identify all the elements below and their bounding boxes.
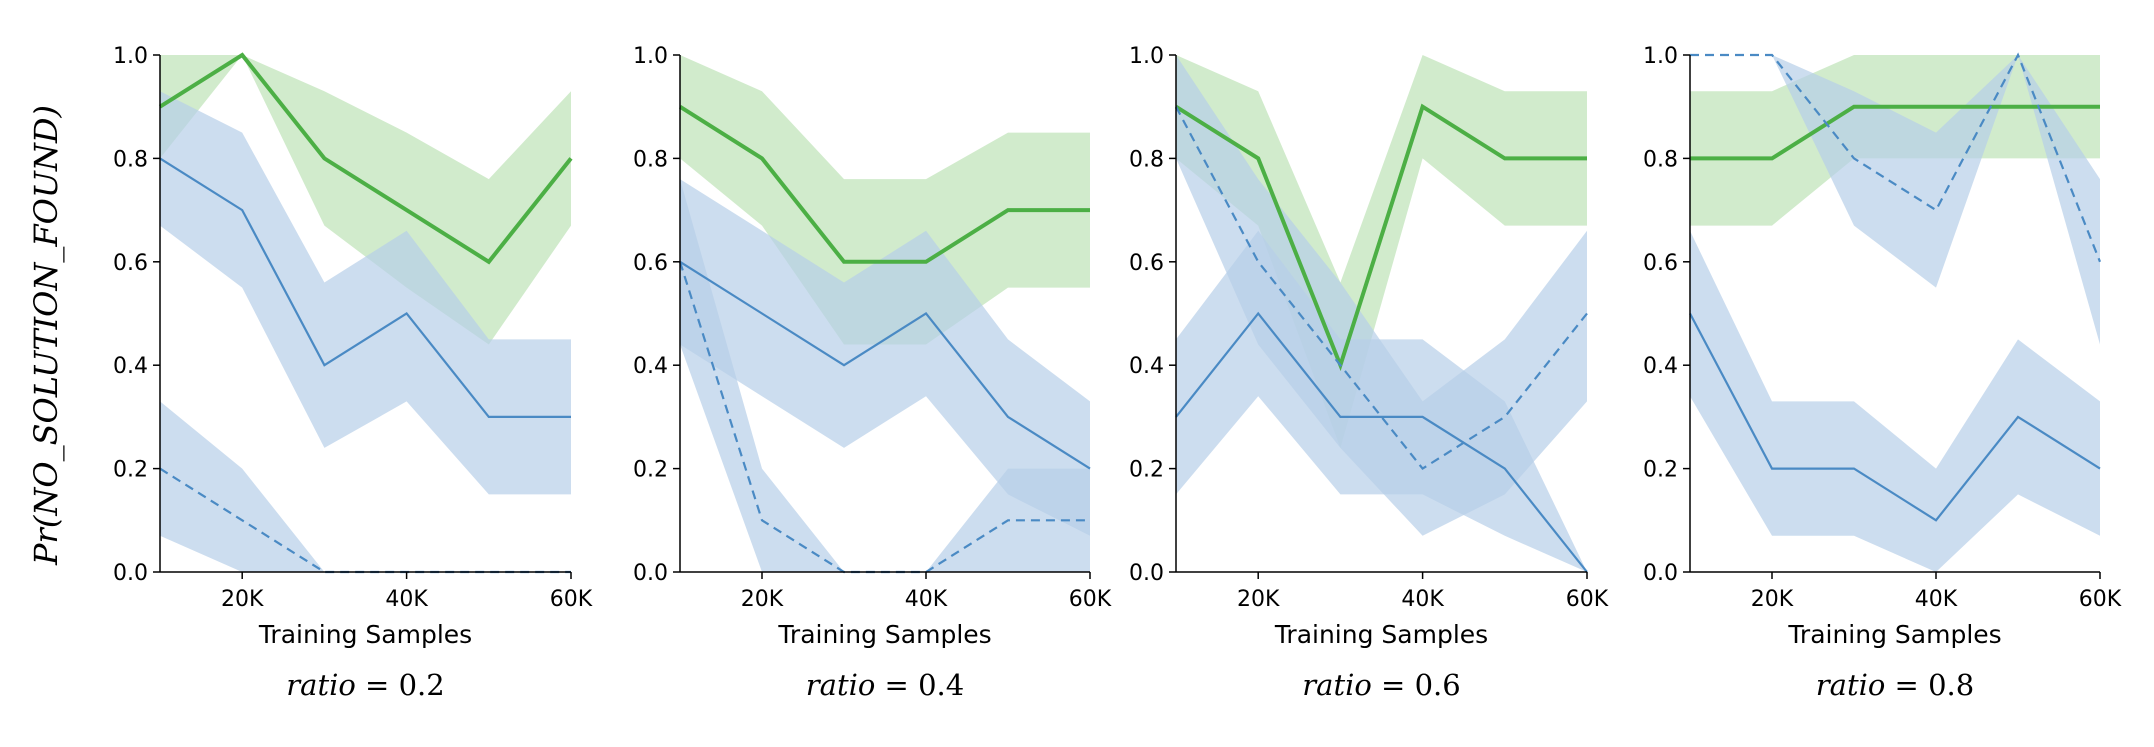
x-tick-label: 60K [1566,587,1609,612]
x-axis-label: Training Samples [258,620,472,649]
x-tick-label: 40K [1401,587,1444,612]
band-blue-dashed [1690,55,2100,345]
y-tick-label: 1.0 [633,44,668,69]
series-line-blue-solid [159,157,571,418]
panels: 0.0 0.2 0.4 0.6 0.8 1.0 20K 40K 60K Training Samp… [113,44,2122,702]
series-line-blue-dashed [1175,106,1588,471]
series-line-green-thick [158,52,573,265]
x-axis-label: Training Samples [1787,620,2001,649]
y-axis-label: Pr(NO_SOLUTION_FOUND) [27,105,65,566]
y-tick-label: 0.6 [633,251,668,276]
panel-caption: ratio = 0.8 [1816,668,1974,702]
x-axis-label: Training Samples [1274,620,1488,649]
series-line-blue-solid [1689,312,2101,522]
band-green-thick [1176,55,1587,448]
y-tick-label: 1.0 [1129,44,1164,69]
panel-4: 0.0 0.2 0.4 0.6 0.8 1.0 20K 40K 60K Training Samp… [1643,44,2122,702]
series-line-blue-dashed [159,467,571,574]
series-line-blue-solid [1175,311,1588,573]
y-tick-label: 0.0 [1643,561,1678,586]
y-tick-label: 0.0 [1129,561,1164,586]
y-tick-label: 0.6 [1643,251,1678,276]
series-line-blue-solid [679,260,1091,470]
x-tick-label: 60K [2079,587,2122,612]
band-blue-dashed [160,401,571,572]
y-tick-label: 0.4 [633,354,668,379]
panel-3: 0.0 0.2 0.4 0.6 0.8 1.0 20K 40K 60K Training Samp… [1129,44,1609,702]
x-tick-label: 20K [1237,587,1280,612]
y-tick-label: 0.0 [113,561,148,586]
y-tick-label: 0.6 [113,251,148,276]
panel-caption: ratio = 0.4 [806,668,964,702]
y-tick-label: 1.0 [1643,44,1678,69]
x-tick-label: 40K [905,587,948,612]
x-tick-label: 40K [1915,587,1958,612]
panel-caption: ratio = 0.6 [1302,668,1460,702]
y-tick-label: 0.2 [633,458,668,483]
band-blue-solid [1690,230,2100,573]
x-tick-label: 20K [1751,587,1794,612]
x-tick-label: 20K [741,587,784,612]
band-green-thick [160,55,571,345]
y-tick-label: 0.8 [1643,147,1678,172]
y-tick-label: 0.2 [1643,458,1678,483]
band-blue-solid [680,179,1090,536]
band-blue-dashed [1176,55,1587,536]
y-tick-label: 0.4 [1129,354,1164,379]
series-line-green-thick [1690,104,2100,161]
panel-caption: ratio = 0.2 [286,668,444,702]
band-blue-solid [160,91,571,495]
band-green-thick [680,55,1090,345]
series-line-blue-dashed [1690,52,2102,263]
y-tick-label: 0.8 [1129,147,1164,172]
y-tick-label: 0.4 [113,354,148,379]
y-tick-label: 1.0 [113,44,148,69]
y-tick-label: 0.2 [1129,458,1164,483]
y-tick-label: 0.8 [633,147,668,172]
x-tick-label: 20K [221,587,264,612]
panel-2: 0.0 0.2 0.4 0.6 0.8 1.0 20K 40K 60K Training Samp… [633,44,1112,702]
band-blue-dashed [680,179,1090,572]
y-tick-label: 0.0 [633,561,668,586]
x-tick-label: 60K [550,587,593,612]
series-line-green-thick [1174,103,1587,372]
y-tick-label: 0.4 [1643,354,1678,379]
series-line-green-thick [678,105,1090,264]
y-tick-label: 0.8 [113,147,148,172]
y-tick-label: 0.6 [1129,251,1164,276]
x-tick-label: 40K [385,587,428,612]
y-tick-label: 0.2 [113,458,148,483]
panel-1: 0.0 0.2 0.4 0.6 0.8 1.0 20K 40K 60K Training Samp… [113,44,593,702]
x-tick-label: 60K [1069,587,1112,612]
x-axis-label: Training Samples [777,620,991,649]
